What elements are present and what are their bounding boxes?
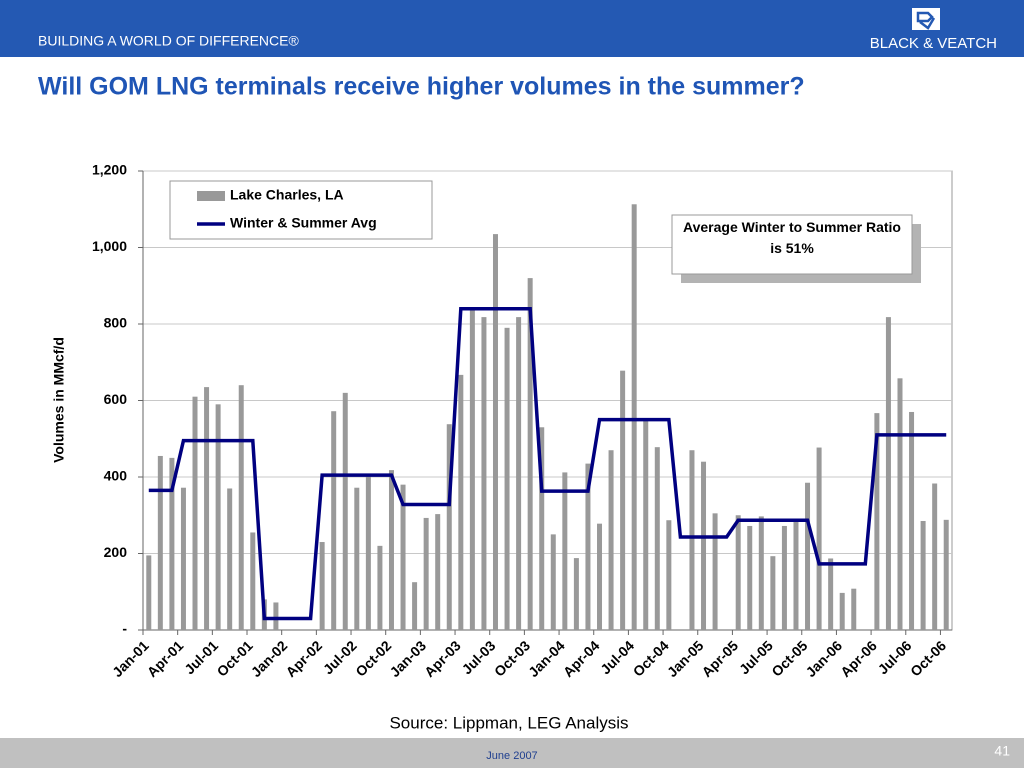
bar xyxy=(423,517,429,630)
plot: -2004006008001,0001,200Jan-01Apr-01Jul-0… xyxy=(92,162,953,680)
bar xyxy=(701,461,707,630)
y-tick-label: 400 xyxy=(104,468,128,484)
bar xyxy=(331,411,337,630)
bar xyxy=(539,427,545,630)
bar xyxy=(920,520,926,630)
bar xyxy=(435,514,441,630)
bar xyxy=(747,525,753,630)
bar xyxy=(146,555,152,630)
annotation-box xyxy=(671,214,913,275)
bar xyxy=(354,487,360,630)
header-bar xyxy=(0,0,1024,57)
y-tick-label: 1,200 xyxy=(92,162,127,178)
bar xyxy=(342,392,348,630)
avg-line xyxy=(148,306,947,621)
bar xyxy=(932,483,938,630)
legend-label: Lake Charles, LA xyxy=(230,187,344,203)
bar xyxy=(319,542,325,630)
bar xyxy=(781,525,787,630)
y-tick-label: 600 xyxy=(104,391,128,407)
bar xyxy=(516,317,522,630)
bar xyxy=(874,413,880,630)
bar xyxy=(273,602,279,630)
bar xyxy=(400,484,406,630)
legend: Lake Charles, LA Winter & Summer Avg xyxy=(169,180,433,240)
bar xyxy=(492,234,498,631)
bar xyxy=(388,470,394,630)
bar xyxy=(597,523,603,630)
bar xyxy=(192,396,198,630)
bar xyxy=(608,450,614,630)
bar xyxy=(365,475,371,630)
bar xyxy=(157,455,163,630)
annotation-line: Average Winter to Summer Ratio xyxy=(683,219,901,235)
bar xyxy=(169,457,175,630)
annotation-text: Average Winter to Summer Ratio is 51% xyxy=(683,219,901,256)
bar xyxy=(469,308,475,630)
bar xyxy=(712,513,718,630)
bar xyxy=(527,278,533,630)
bar xyxy=(562,472,568,630)
bar xyxy=(735,515,741,630)
y-tick-label: - xyxy=(122,621,127,637)
bar xyxy=(585,463,591,630)
bar xyxy=(631,204,637,630)
bar xyxy=(654,447,660,630)
bar xyxy=(238,385,244,630)
bar xyxy=(666,520,672,630)
bar xyxy=(758,516,764,630)
page-number: 41 xyxy=(994,743,1010,759)
y-tick-label: 800 xyxy=(104,315,128,331)
bar xyxy=(204,387,210,630)
bar xyxy=(839,592,845,630)
source: Source: Lippman, LEG Analysis xyxy=(389,713,628,732)
bar xyxy=(412,582,418,630)
bar xyxy=(793,519,799,630)
bar xyxy=(550,534,556,630)
bar xyxy=(180,487,186,630)
legend-label: Winter & Summer Avg xyxy=(230,215,377,231)
y-tick-label: 1,000 xyxy=(92,238,127,254)
bar xyxy=(458,374,464,630)
bar xyxy=(620,370,626,630)
brand: BLACK & VEATCH xyxy=(870,35,997,52)
bar xyxy=(828,558,834,630)
annotation-line: is 51% xyxy=(770,240,814,256)
bar xyxy=(909,411,915,630)
bar xyxy=(481,317,487,630)
bar xyxy=(573,558,579,630)
bar xyxy=(770,556,776,630)
bar xyxy=(885,317,891,630)
legend-box xyxy=(169,180,433,240)
tagline: BUILDING A WORLD OF DIFFERENCE® xyxy=(38,33,299,49)
y-tick-label: 200 xyxy=(104,544,128,560)
bar xyxy=(377,545,383,630)
bar xyxy=(816,447,822,630)
bar xyxy=(805,482,811,630)
footer-bar xyxy=(0,738,1024,768)
bar xyxy=(897,378,903,630)
bar xyxy=(851,588,857,630)
bar xyxy=(446,424,452,630)
y-axis-label: Volumes in MMcf/d xyxy=(51,337,67,463)
legend-swatch xyxy=(197,191,225,201)
bar xyxy=(643,419,649,630)
chart-title: Will GOM LNG terminals receive higher vo… xyxy=(38,73,805,101)
bar xyxy=(504,327,510,630)
logo xyxy=(912,8,940,30)
bar xyxy=(227,488,233,630)
annotation: Average Winter to Summer Ratio is 51% xyxy=(671,214,921,283)
bar xyxy=(250,532,256,630)
logo-glyph xyxy=(916,11,936,30)
bar xyxy=(215,404,221,630)
footer-date: June 2007 xyxy=(486,750,537,762)
bar xyxy=(689,450,695,630)
bar xyxy=(943,519,949,630)
